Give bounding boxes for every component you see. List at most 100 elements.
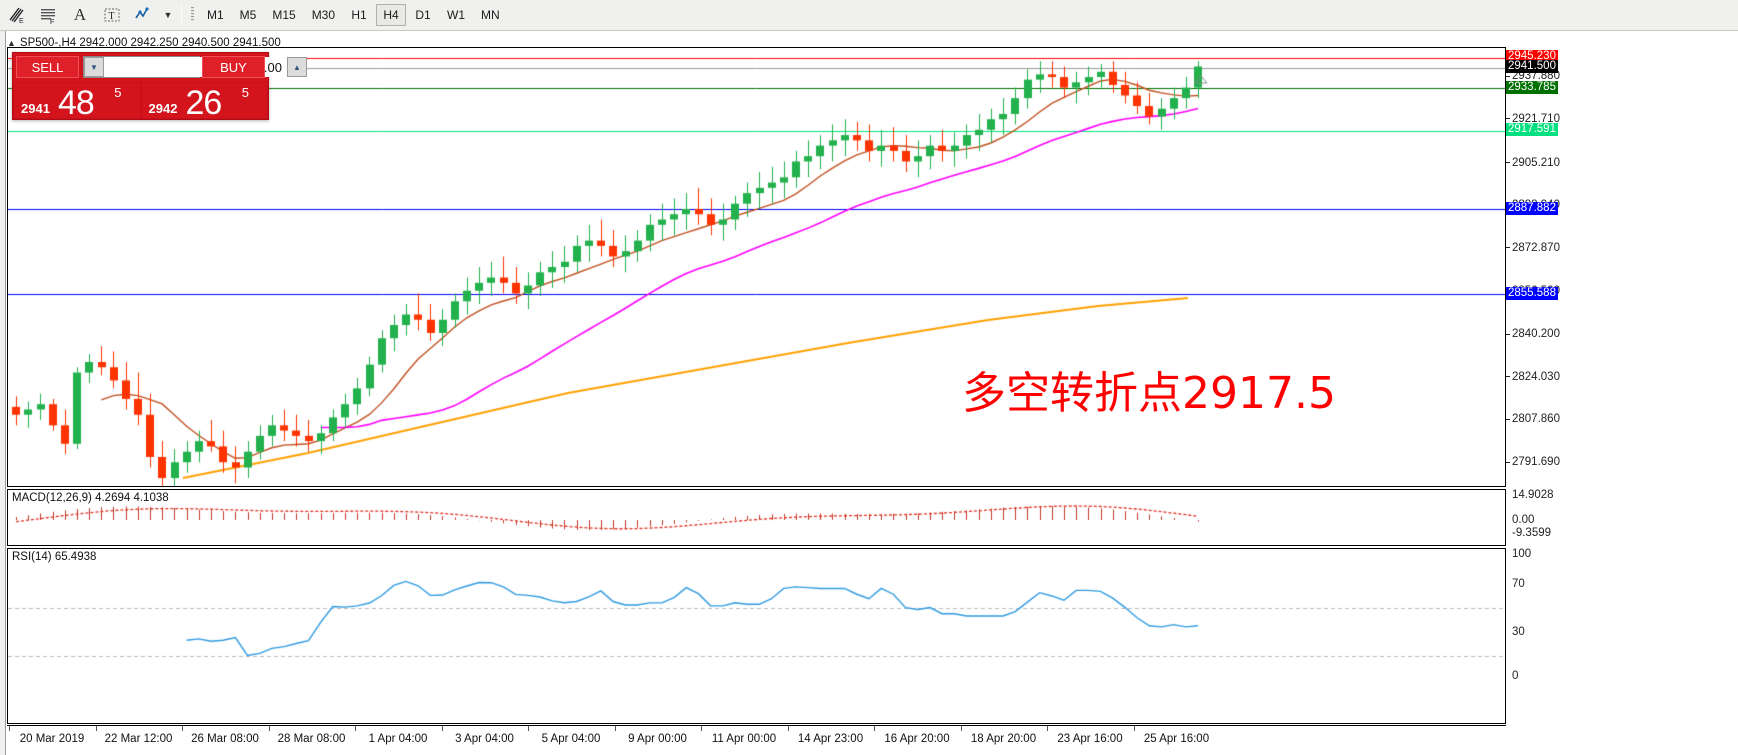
time-axis-label: 22 Mar 12:00 bbox=[104, 733, 173, 745]
rsi-tick: 0 bbox=[1512, 670, 1519, 682]
time-axis-label: 23 Apr 16:00 bbox=[1057, 733, 1123, 745]
price-scale[interactable]: 2937.8802921.7102905.2102888.9402872.870… bbox=[1506, 47, 1738, 487]
timeframe-button-mn[interactable]: MN bbox=[481, 8, 500, 22]
price-tick: 2840.200 bbox=[1506, 328, 1560, 340]
time-axis-label: 5 Apr 04:00 bbox=[541, 733, 601, 745]
volume-decrement-button[interactable]: ▼ bbox=[84, 57, 104, 77]
time-axis-label: 3 Apr 04:00 bbox=[455, 733, 514, 745]
ask-price-prefix: 2942 bbox=[148, 101, 178, 116]
timeframe-button-m30[interactable]: M30 bbox=[311, 8, 336, 22]
macd-tick: 14.9028 bbox=[1512, 489, 1554, 501]
time-tick-separator bbox=[182, 726, 183, 731]
rsi-scale: 100 70 30 0 bbox=[1506, 548, 1738, 724]
macd-tick: 0.00 bbox=[1512, 514, 1535, 526]
main-toolbar: E F A T ▼ bbox=[0, 0, 1738, 31]
text-label-icon[interactable]: A bbox=[73, 5, 87, 24]
time-tick-separator bbox=[95, 726, 97, 731]
price-level-badge-last-price[interactable]: 2941.500 bbox=[1506, 60, 1558, 74]
volume-field-wrapper[interactable]: ▼ ▲ bbox=[83, 56, 307, 78]
toolbar-separator bbox=[181, 4, 182, 26]
timeframe-button-w1[interactable]: W1 bbox=[447, 8, 466, 22]
time-axis[interactable]: 20 Mar 2019 22 Mar 12:00 26 Mar 08:00 28 Ma… bbox=[7, 725, 1506, 754]
price-tick: 2937.880 bbox=[1506, 70, 1560, 82]
time-tick-separator bbox=[9, 726, 10, 731]
rsi-tick: 30 bbox=[1512, 626, 1525, 638]
macd-scale: 14.9028 0.00 -9.3599 bbox=[1506, 489, 1738, 546]
macd-chart-canvas[interactable] bbox=[8, 490, 1505, 545]
time-axis-label: 9 Apr 00:00 bbox=[628, 733, 687, 745]
rsi-tick: 70 bbox=[1512, 578, 1525, 590]
price-level-badge-level[interactable]: 2933.785 bbox=[1506, 80, 1558, 94]
periodicity-grip-icon bbox=[188, 2, 198, 28]
ask-price-fraction: 5 bbox=[241, 85, 249, 100]
buy-button[interactable]: BUY bbox=[202, 56, 265, 78]
rsi-pane[interactable]: RSI(14) 65.4938 bbox=[7, 548, 1506, 724]
ask-price-main: 26 bbox=[185, 84, 223, 118]
bid-price-fraction: 5 bbox=[114, 85, 122, 100]
price-level-badge-level[interactable]: 2887.882 bbox=[1506, 201, 1558, 215]
macd-pane[interactable]: MACD(12,26,9) 4.2694 4.1038 bbox=[7, 489, 1506, 546]
chart-header-text: SP500-,H4 2942.000 2942.250 2940.500 294… bbox=[19, 36, 281, 49]
time-axis-label: 18 Apr 20:00 bbox=[970, 733, 1037, 745]
sell-button[interactable]: SELL bbox=[16, 56, 79, 78]
time-tick-separator bbox=[268, 726, 270, 731]
svg-text:T: T bbox=[109, 11, 115, 22]
price-level-badge-level[interactable]: 2917.591 bbox=[1506, 123, 1558, 137]
bid-price-main: 48 bbox=[58, 84, 95, 118]
time-tick-separator bbox=[960, 726, 962, 731]
price-chart-canvas[interactable] bbox=[8, 48, 1505, 486]
time-axis-label: 16 Apr 20:00 bbox=[884, 733, 950, 745]
timeframe-button-m5[interactable]: M5 bbox=[239, 8, 257, 22]
time-tick-separator bbox=[441, 726, 443, 731]
price-tick: 2872.870 bbox=[1506, 242, 1560, 254]
timeframe-button-m15[interactable]: M15 bbox=[272, 8, 296, 22]
timeframe-button-m1[interactable]: M1 bbox=[207, 8, 224, 22]
time-tick-separator bbox=[701, 726, 702, 731]
chart-left-gutter bbox=[0, 31, 6, 755]
timeframe-button-h1[interactable]: H1 bbox=[351, 8, 367, 22]
time-axis-label: 1 Apr 04:00 bbox=[368, 733, 428, 745]
one-click-trading-panel[interactable]: SELL ▼ ▲ BUY 2941 48 5 2942 26 5 bbox=[12, 52, 307, 120]
time-tick-separator bbox=[1133, 726, 1135, 731]
expert-advisors-icon[interactable]: E bbox=[1, 2, 31, 28]
time-axis-label: 20 Mar 2019 bbox=[19, 733, 85, 745]
time-tick-separator bbox=[355, 726, 356, 731]
timeframe-button-h4[interactable]: H4 bbox=[376, 4, 407, 26]
time-tick-separator bbox=[614, 726, 616, 731]
price-level-badge-ask-line[interactable]: 2945.230 bbox=[1506, 50, 1558, 64]
text-box-icon[interactable]: T bbox=[97, 2, 127, 28]
timeframe-group: M1 M5 M15 M30 H1 H4 D1 W1 MN bbox=[199, 4, 508, 26]
time-tick-separator bbox=[874, 726, 875, 731]
bid-price-quote[interactable]: 2941 48 5 bbox=[14, 83, 140, 118]
price-tick: 2807.860 bbox=[1506, 413, 1560, 425]
chart-annotation-text: 多空转折点2917.5 bbox=[962, 368, 1336, 419]
time-tick-separator bbox=[1047, 726, 1048, 731]
trade-panel-controls: SELL ▼ ▲ BUY bbox=[13, 53, 307, 82]
price-pane[interactable] bbox=[7, 47, 1506, 487]
time-tick-separator bbox=[528, 726, 529, 731]
rsi-tick: 100 bbox=[1512, 548, 1532, 560]
macd-tick: -9.3599 bbox=[1512, 527, 1552, 539]
time-axis-label: 25 Apr 16:00 bbox=[1143, 733, 1210, 745]
price-tick: 2824.030 bbox=[1506, 371, 1560, 383]
time-axis-label: 28 Mar 08:00 bbox=[277, 733, 346, 745]
volume-increment-button[interactable]: ▲ bbox=[287, 57, 307, 77]
rsi-chart-canvas[interactable] bbox=[8, 549, 1505, 723]
time-tick-separator bbox=[787, 726, 789, 731]
ask-price-quote[interactable]: 2942 26 5 bbox=[141, 83, 267, 118]
timeframe-button-d1[interactable]: D1 bbox=[415, 8, 431, 22]
svg-text:F: F bbox=[50, 19, 54, 25]
time-axis-label: 14 Apr 23:00 bbox=[797, 733, 864, 745]
price-level-badge-level[interactable]: 2855.588 bbox=[1506, 286, 1558, 300]
time-axis-label: 11 Apr 00:00 bbox=[711, 733, 777, 745]
data-window-icon[interactable]: F bbox=[33, 2, 63, 28]
indicators-dropdown-caret-icon[interactable]: ▼ bbox=[163, 10, 173, 20]
chart-collapse-icon[interactable]: ▲ bbox=[7, 37, 16, 48]
rsi-label: RSI(14) 65.4938 bbox=[12, 551, 97, 563]
indicators-icon[interactable] bbox=[129, 2, 159, 28]
svg-text:E: E bbox=[19, 18, 24, 25]
price-tick: 2921.710 bbox=[1506, 113, 1560, 125]
macd-label: MACD(12,26,9) 4.2694 4.1038 bbox=[12, 492, 169, 504]
time-axis-label: 26 Mar 08:00 bbox=[191, 733, 259, 745]
